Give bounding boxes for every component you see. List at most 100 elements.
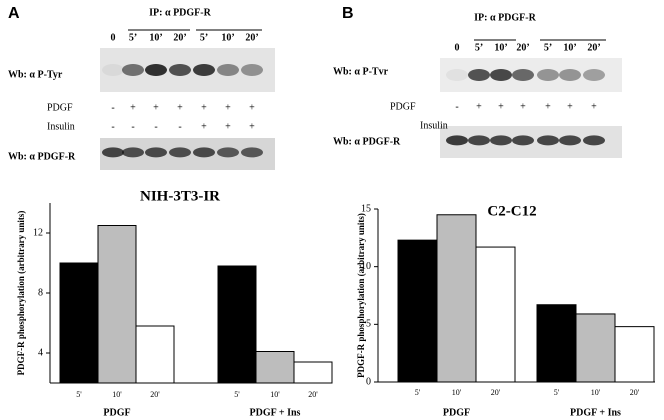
bar-label: 10' bbox=[112, 390, 122, 399]
bar bbox=[255, 351, 295, 384]
band bbox=[512, 135, 534, 146]
sign: + bbox=[476, 101, 482, 112]
blot-label: Wb: α PDGF-R bbox=[333, 136, 401, 147]
row-label: Insulin bbox=[47, 121, 75, 132]
bar bbox=[536, 304, 577, 383]
bar bbox=[293, 361, 333, 384]
band bbox=[537, 69, 559, 81]
sign: + bbox=[498, 101, 504, 112]
time-label: 20’ bbox=[516, 42, 529, 53]
time-label: 20’ bbox=[587, 42, 600, 53]
time-label: 10’ bbox=[563, 42, 576, 53]
sign: + bbox=[130, 102, 136, 113]
sign: + bbox=[201, 121, 207, 132]
band bbox=[446, 135, 468, 146]
sign: - bbox=[111, 121, 114, 132]
blot-label: Wb: α P-Tvr bbox=[333, 66, 389, 77]
y-tick-label: 8 bbox=[38, 287, 43, 298]
sign: + bbox=[153, 102, 159, 113]
y-tick-label: 5 bbox=[366, 319, 371, 330]
sign: + bbox=[201, 102, 207, 113]
row-label: PDGF bbox=[390, 101, 416, 112]
band bbox=[122, 147, 144, 158]
y-tick-label: 12 bbox=[33, 227, 43, 238]
bar bbox=[436, 214, 477, 383]
bar bbox=[59, 262, 99, 384]
bar-label: 10' bbox=[591, 388, 601, 397]
time-label: 5’ bbox=[475, 42, 483, 53]
blot-label: Wb: α PDGF-R bbox=[8, 151, 76, 162]
bar bbox=[135, 325, 175, 384]
sign: + bbox=[225, 121, 231, 132]
row-label: Insulin bbox=[420, 120, 448, 131]
bar-label: 5' bbox=[76, 390, 82, 399]
band bbox=[241, 64, 263, 76]
sign: - bbox=[455, 101, 458, 112]
bar-label: 5' bbox=[415, 388, 421, 397]
band bbox=[468, 135, 490, 146]
y-tick-label: 10 bbox=[361, 261, 371, 272]
bar-label: 20' bbox=[308, 390, 318, 399]
band bbox=[145, 64, 167, 76]
bar-label: 5' bbox=[554, 388, 560, 397]
sign: + bbox=[225, 102, 231, 113]
sign: - bbox=[111, 102, 114, 113]
band bbox=[583, 69, 605, 81]
sign: - bbox=[131, 121, 134, 132]
bar bbox=[575, 313, 616, 383]
bar bbox=[614, 326, 655, 383]
y-axis-label: PDGF-R phosphorylation (arbitrary units) bbox=[16, 211, 26, 376]
band bbox=[468, 69, 490, 81]
time-label: 10’ bbox=[494, 42, 507, 53]
bar-label: 5' bbox=[234, 390, 240, 399]
band bbox=[583, 135, 605, 146]
band bbox=[559, 135, 581, 146]
panel-label: B bbox=[342, 5, 354, 22]
bar bbox=[397, 239, 438, 383]
bar-label: 20' bbox=[491, 388, 501, 397]
band bbox=[145, 147, 167, 158]
panel-label: A bbox=[8, 5, 20, 22]
band bbox=[102, 64, 124, 76]
sign: + bbox=[567, 101, 573, 112]
y-tick-label: 4 bbox=[38, 347, 43, 358]
bar-label: 10' bbox=[270, 390, 280, 399]
bar bbox=[217, 265, 257, 384]
group-label: PDGF + Ins bbox=[250, 407, 301, 418]
time-label: 10’ bbox=[149, 32, 162, 43]
sign: + bbox=[177, 102, 183, 113]
band bbox=[537, 135, 559, 146]
time-label: 0 bbox=[111, 32, 116, 43]
group-label: PDGF bbox=[103, 407, 130, 418]
band bbox=[512, 69, 534, 81]
band bbox=[559, 69, 581, 81]
sign: + bbox=[520, 101, 526, 112]
band bbox=[169, 147, 191, 158]
chart-title: C2-C12 bbox=[487, 203, 536, 219]
ip-label: IP: α PDGF-R bbox=[149, 7, 211, 18]
bar-label: 20' bbox=[150, 390, 160, 399]
band bbox=[217, 147, 239, 158]
time-label: 20’ bbox=[245, 32, 258, 43]
sign: - bbox=[178, 121, 181, 132]
sign: + bbox=[591, 101, 597, 112]
bar-label: 10' bbox=[452, 388, 462, 397]
y-axis-label: PDGF-R phosphorylation (arbitrary units) bbox=[356, 213, 366, 378]
sign: + bbox=[249, 121, 255, 132]
band bbox=[490, 69, 512, 81]
time-label: 5’ bbox=[200, 32, 208, 43]
band bbox=[169, 64, 191, 76]
band bbox=[193, 147, 215, 158]
sign: + bbox=[249, 102, 255, 113]
band bbox=[490, 135, 512, 146]
band bbox=[122, 64, 144, 76]
band bbox=[102, 147, 124, 158]
time-label: 20’ bbox=[173, 32, 186, 43]
time-label: 5’ bbox=[544, 42, 552, 53]
group-label: PDGF bbox=[443, 407, 470, 418]
bar bbox=[475, 246, 516, 383]
time-label: 10’ bbox=[221, 32, 234, 43]
blot-label: Wb: α P-Tyr bbox=[8, 69, 63, 80]
band bbox=[446, 69, 468, 81]
